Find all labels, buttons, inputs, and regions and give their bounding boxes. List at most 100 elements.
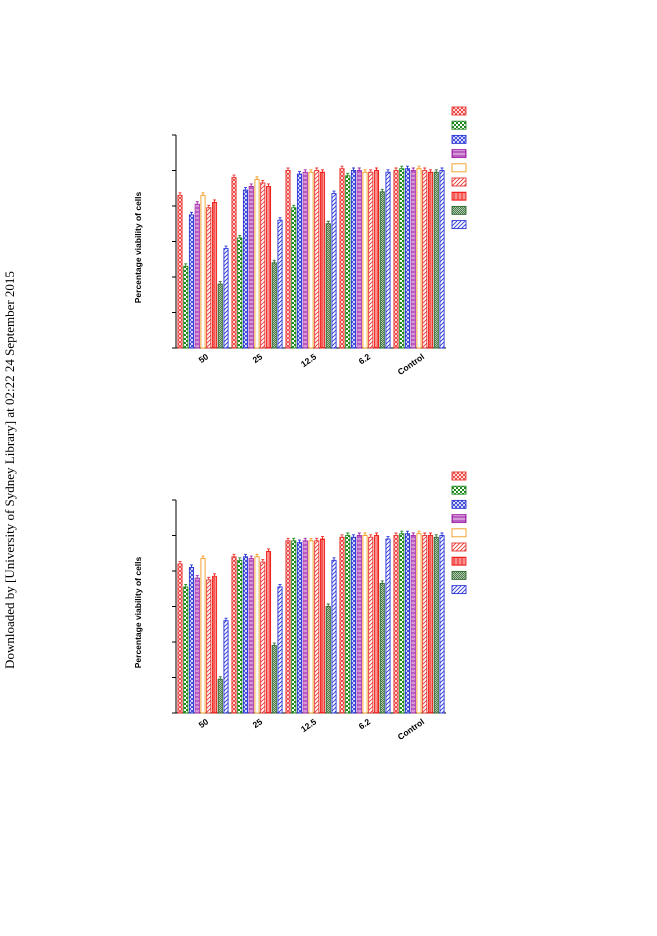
bar — [211, 575, 218, 714]
legend-swatch — [451, 556, 467, 566]
bar — [248, 558, 254, 714]
bar — [331, 559, 337, 714]
error-bar — [429, 532, 432, 536]
bar — [277, 586, 283, 714]
error-bar — [298, 171, 301, 175]
error-bar — [380, 188, 384, 192]
legend-swatch — [451, 163, 467, 173]
error-bar — [292, 204, 296, 208]
legend-swatch — [451, 220, 467, 230]
error-bar — [434, 169, 438, 173]
bar — [356, 535, 362, 714]
bar — [314, 540, 320, 714]
bar — [410, 535, 416, 714]
bar — [296, 173, 303, 349]
bar — [242, 556, 249, 714]
bar — [206, 207, 212, 349]
error-bar — [423, 532, 427, 536]
legend-swatch — [451, 134, 467, 144]
bar — [200, 558, 206, 714]
error-bar — [249, 183, 253, 187]
bar — [393, 535, 399, 714]
legend-swatch — [451, 471, 467, 481]
bar — [188, 566, 195, 714]
error-bar — [400, 530, 404, 534]
bar — [373, 170, 380, 349]
bar — [223, 248, 229, 349]
error-bar — [357, 532, 361, 536]
x-tick-label: 6.2 — [357, 716, 373, 731]
legend-swatch — [451, 542, 467, 552]
bar — [291, 207, 297, 349]
bar — [356, 170, 362, 349]
bar — [368, 171, 374, 349]
error-bar — [184, 263, 188, 267]
error-bar — [369, 534, 373, 538]
bar — [325, 606, 331, 714]
bar — [200, 194, 206, 349]
bar — [433, 171, 439, 349]
error-bar — [272, 259, 276, 263]
error-bar — [238, 235, 242, 238]
legend-swatch — [451, 149, 467, 159]
error-bar — [394, 532, 398, 536]
bar — [373, 535, 380, 714]
error-bar — [278, 217, 282, 221]
error-bar — [244, 187, 247, 191]
bar — [265, 186, 272, 349]
bar — [223, 620, 229, 714]
bar — [231, 556, 237, 714]
error-bar — [357, 167, 361, 171]
bar — [217, 283, 223, 349]
bar — [177, 563, 183, 714]
error-bar — [190, 564, 193, 568]
error-bar — [406, 530, 409, 534]
error-bar — [380, 580, 384, 584]
legend-swatch — [451, 205, 467, 215]
bar — [339, 536, 345, 714]
bar — [399, 168, 405, 349]
bar — [211, 201, 218, 349]
error-bar — [417, 530, 421, 534]
bar — [439, 535, 445, 714]
bar — [271, 645, 277, 714]
error-bar — [218, 676, 222, 680]
error-bar — [321, 536, 324, 540]
error-bar — [244, 553, 247, 557]
x-tick-label: 12.5 — [299, 351, 319, 369]
error-bar — [255, 553, 259, 557]
legend-swatch — [451, 514, 467, 524]
error-bar — [201, 555, 205, 559]
bar — [404, 533, 411, 714]
error-bar — [315, 167, 319, 171]
bar — [254, 556, 260, 714]
error-bar — [369, 169, 373, 173]
error-bar — [332, 557, 336, 561]
bar — [399, 533, 405, 714]
bar — [271, 262, 277, 349]
error-bar — [303, 537, 307, 541]
bar — [237, 237, 243, 349]
error-bar — [238, 557, 242, 561]
bar — [296, 542, 303, 714]
x-tick-label: Control — [396, 351, 426, 377]
error-bar — [326, 603, 330, 607]
bar — [254, 178, 260, 349]
bar — [231, 177, 237, 349]
error-bar — [278, 584, 282, 587]
error-bar — [411, 167, 415, 171]
error-bar — [423, 167, 427, 171]
bar — [385, 538, 391, 714]
bar — [439, 170, 445, 349]
bar — [422, 170, 428, 349]
error-bar — [261, 179, 265, 183]
viability-chart-bottom: Percentage viability of cells 50 25 12.5 6.2… — [0, 455, 657, 755]
error-bar — [232, 553, 236, 557]
error-bar — [232, 174, 236, 178]
error-bar — [332, 190, 336, 194]
x-tick-label: 25 — [251, 351, 265, 365]
error-bar — [255, 176, 259, 180]
error-bar — [417, 165, 421, 169]
error-bar — [213, 199, 216, 203]
legend-swatch — [451, 120, 467, 130]
